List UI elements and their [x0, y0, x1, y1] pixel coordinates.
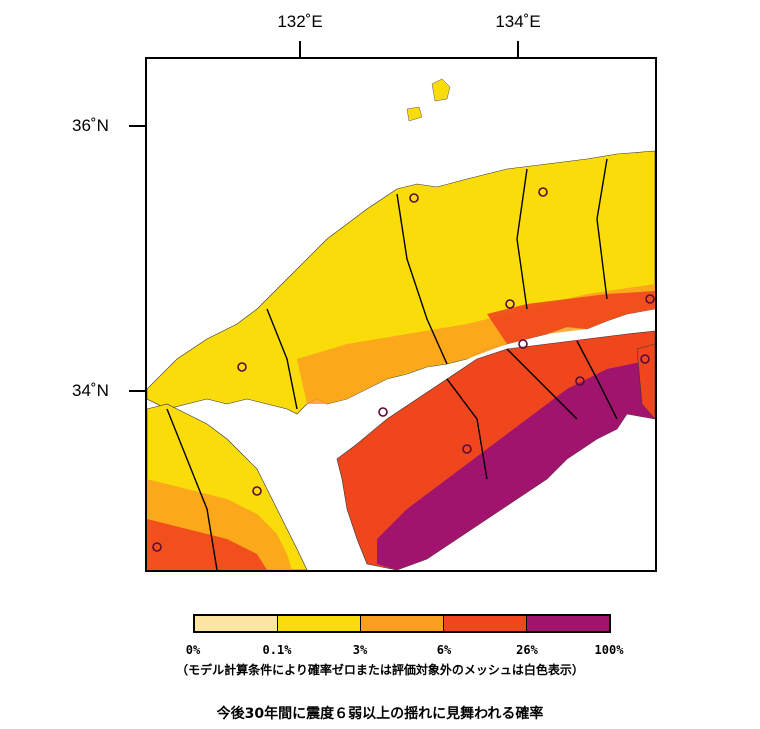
legend-label-2: 3% [352, 643, 368, 657]
legend-note: （モデル計算条件により確率ゼロまたは評価対象外のメッシュは白色表示） [176, 663, 584, 677]
shikoku-pacific-zone [377, 359, 655, 570]
okayama-coast [487, 291, 655, 344]
prefecture-boundaries [166, 158, 618, 570]
legend-seg-3-6 [361, 616, 444, 631]
legend-seg-26-100 [527, 616, 609, 631]
lon-tick-mark-132 [299, 41, 301, 57]
oki-island-east [431, 78, 451, 102]
lon-tick-mark-134 [517, 41, 519, 57]
city-markers [152, 187, 655, 552]
lat-tick-mark-36 [129, 125, 145, 127]
lat-tick-34: 34˚N [72, 381, 109, 400]
legend-seg-0.1-3 [278, 616, 361, 631]
kii-edge [636, 343, 655, 420]
lon-tick-134: 134˚E [495, 12, 541, 31]
map-caption: 今後30年間に震度６弱以上の揺れに見舞われる確率 [216, 706, 544, 722]
legend-seg-6-26 [444, 616, 527, 631]
oki-island-west [406, 106, 423, 122]
legend-label-1: 0.1% [262, 643, 292, 657]
legend-label-0: 0% [185, 643, 201, 657]
legend-label-3: 6% [436, 643, 452, 657]
legend-seg-0-0.1 [195, 616, 278, 631]
hazard-map [145, 57, 657, 572]
legend-label-5: 100% [594, 643, 624, 657]
lat-tick-36: 36˚N [72, 116, 109, 135]
legend-label-4: 26% [516, 643, 538, 657]
lon-tick-132: 132˚E [277, 12, 323, 31]
map-canvas [147, 59, 655, 570]
kyushu-southeast-band [147, 519, 267, 570]
legend-color-bar [193, 614, 611, 633]
lat-tick-mark-34 [129, 390, 145, 392]
